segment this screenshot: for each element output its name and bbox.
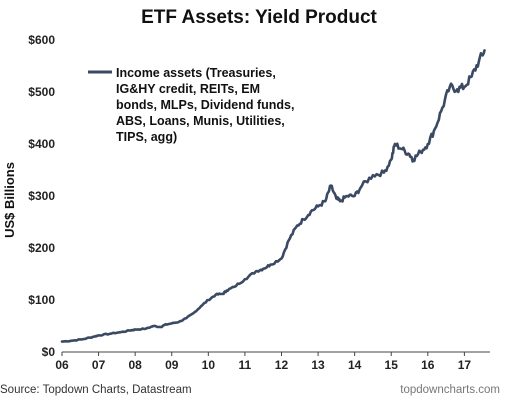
x-tick-label: 09 [165, 358, 179, 372]
legend: Income assets (Treasuries, IG&HY credit,… [88, 66, 298, 144]
y-tick-label: $600 [28, 33, 55, 47]
y-tick-label: $200 [28, 241, 55, 255]
y-axis-label: US$ Billions [2, 162, 17, 238]
series-line-income-assets [60, 49, 486, 343]
website-label: topdowncharts.com [400, 384, 500, 396]
legend-line-4: ABS, Loans, Munis, Utilities, [116, 114, 285, 128]
x-tick-label: 14 [348, 358, 362, 372]
x-tick-label: 12 [275, 358, 289, 372]
x-tick-label: 15 [385, 358, 399, 372]
x-tick-label: 06 [55, 358, 69, 372]
legend-line-1: Income assets (Treasuries, [116, 66, 276, 80]
x-tick-marks [61, 352, 465, 356]
y-tick-label: $500 [28, 85, 55, 99]
y-tick-label: $0 [42, 345, 56, 359]
legend-label: Income assets (Treasuries, IG&HY credit,… [116, 66, 298, 144]
y-tick-label: $400 [28, 137, 55, 151]
y-tick-labels: $0 $100 $200 $300 $400 $500 $600 [28, 33, 55, 359]
x-tick-label: 08 [128, 358, 142, 372]
x-tick-label: 17 [458, 358, 472, 372]
x-tick-label: 11 [239, 358, 252, 372]
x-tick-label: 07 [92, 358, 106, 372]
y-tick-label: $300 [28, 189, 55, 203]
x-tick-labels: 06 07 08 09 10 11 12 13 14 15 16 17 [55, 358, 471, 372]
x-tick-label: 10 [202, 358, 216, 372]
legend-line-3: bonds, MLPs, Dividend funds, [116, 98, 294, 112]
source-note: Source: Topdown Charts, Datastream [0, 384, 192, 396]
x-tick-label: 13 [311, 358, 325, 372]
legend-line-2: IG&HY credit, REITs, EM [116, 82, 260, 96]
y-tick-label: $100 [28, 293, 55, 307]
chart-title: ETF Assets: Yield Product [141, 7, 377, 28]
legend-line-5: TIPS, agg) [116, 130, 177, 144]
x-tick-label: 16 [421, 358, 435, 372]
